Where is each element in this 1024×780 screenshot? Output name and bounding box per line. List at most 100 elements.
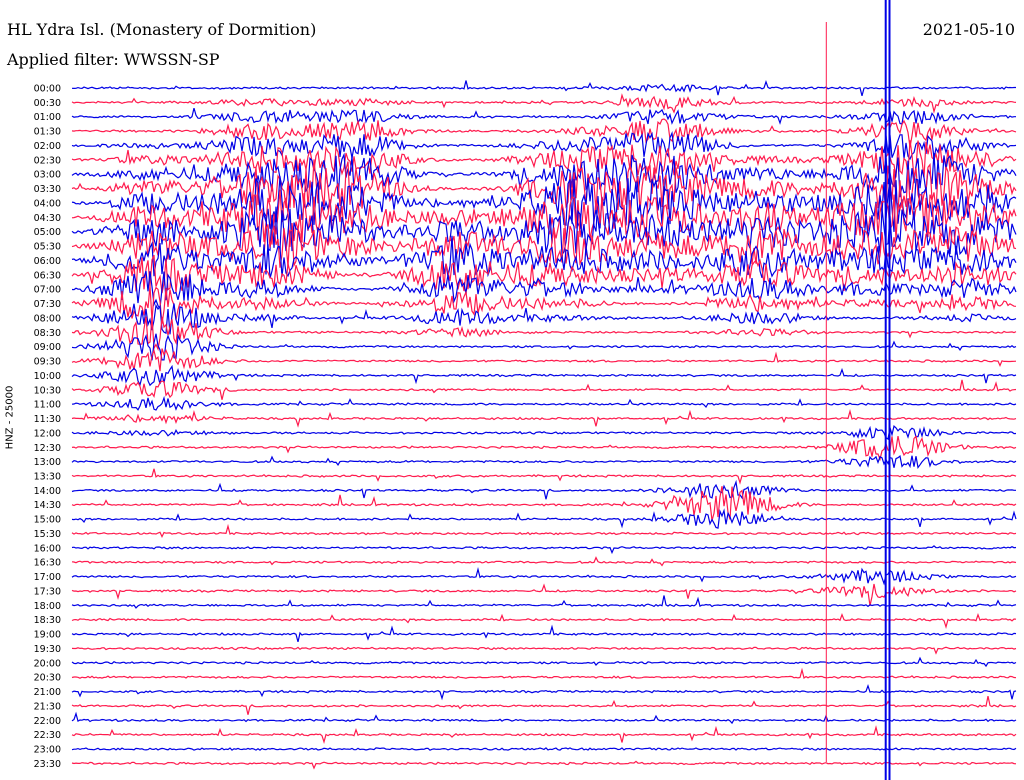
time-label-2100: 21:00 <box>34 687 61 698</box>
time-label-0630: 06:30 <box>34 270 61 281</box>
trace-1330 <box>71 468 1017 485</box>
trace-0630 <box>71 254 1017 294</box>
time-label-0300: 03:00 <box>34 170 61 181</box>
time-label-0030: 00:30 <box>34 98 61 109</box>
trace-group <box>71 79 1017 770</box>
time-label-0200: 02:00 <box>34 141 61 152</box>
time-label-1000: 10:00 <box>34 371 61 382</box>
trace-1200 <box>71 424 1017 440</box>
trace-1800 <box>71 595 1017 609</box>
time-label-1430: 14:30 <box>34 500 61 511</box>
trace-1900 <box>71 624 1017 643</box>
time-label-2330: 23:30 <box>34 759 61 770</box>
time-label-1730: 17:30 <box>34 586 61 597</box>
time-label-0100: 01:00 <box>34 112 61 123</box>
trace-1630 <box>71 556 1017 567</box>
trace-2100 <box>71 683 1017 701</box>
trace-0230 <box>71 140 1017 178</box>
time-label-1900: 19:00 <box>34 630 61 641</box>
time-label-0530: 05:30 <box>34 242 61 253</box>
time-label-2130: 21:30 <box>34 701 61 712</box>
trace-1400 <box>71 479 1016 500</box>
trace-0900 <box>71 333 1017 361</box>
time-label-0700: 07:00 <box>34 285 61 296</box>
time-label-0230: 02:30 <box>34 155 61 166</box>
time-label-2030: 20:30 <box>34 673 61 684</box>
trace-0130 <box>71 118 1017 148</box>
trace-2200 <box>71 711 1017 725</box>
trace-0100 <box>71 107 1016 125</box>
time-label-1600: 16:00 <box>34 543 61 554</box>
time-label-0430: 04:30 <box>34 213 61 224</box>
trace-2330 <box>71 760 1017 770</box>
trace-1000 <box>71 364 1017 387</box>
trace-0400 <box>71 176 1017 232</box>
time-label-1630: 16:30 <box>34 558 61 569</box>
time-label-1530: 15:30 <box>34 529 61 540</box>
trace-1700 <box>71 567 1017 586</box>
date-label: 2021-05-10 <box>922 20 1015 39</box>
trace-0430 <box>71 189 1017 247</box>
time-label-1930: 19:30 <box>34 644 61 655</box>
time-tick-group: 00:00 00:30 01:00 01:30 02:00 02:30 03:00 03:30… <box>34 84 61 770</box>
time-label-2000: 20:00 <box>34 658 61 669</box>
time-label-1300: 13:00 <box>34 457 61 468</box>
trace-1830 <box>71 613 1017 630</box>
trace-0830 <box>71 316 1017 352</box>
trace-0800 <box>71 303 1017 335</box>
time-label-1100: 11:00 <box>34 400 61 411</box>
trace-1530 <box>71 523 1017 538</box>
time-label-0500: 05:00 <box>34 227 61 238</box>
filter-label: Applied filter: WWSSN-SP <box>7 50 220 69</box>
trace-0500 <box>71 206 1017 257</box>
time-label-0900: 09:00 <box>34 342 61 353</box>
trace-0600 <box>71 235 1017 279</box>
trace-1600 <box>71 545 1017 555</box>
time-label-0830: 08:30 <box>34 328 61 339</box>
trace-1130 <box>71 409 1017 428</box>
trace-0030 <box>71 93 1017 114</box>
trace-1030 <box>71 379 1017 400</box>
time-label-2200: 22:00 <box>34 716 61 727</box>
trace-0730 <box>71 285 1017 324</box>
time-label-1200: 12:00 <box>34 428 61 439</box>
trace-0200 <box>71 131 1017 161</box>
time-label-1330: 13:30 <box>34 471 61 482</box>
trace-2130 <box>71 695 1017 715</box>
time-label-1700: 17:00 <box>34 572 61 583</box>
time-label-2300: 23:00 <box>34 745 61 756</box>
trace-1500 <box>71 508 1017 529</box>
trace-1230 <box>71 435 1017 462</box>
trace-0930 <box>71 348 1017 372</box>
trace-1300 <box>71 455 1017 469</box>
trace-1730 <box>71 583 1017 606</box>
time-label-0000: 00:00 <box>34 84 61 95</box>
time-label-0600: 06:00 <box>34 256 61 267</box>
trace-0300 <box>71 152 1017 199</box>
time-label-2230: 22:30 <box>34 730 61 741</box>
time-label-0730: 07:30 <box>34 299 61 310</box>
time-label-1030: 10:30 <box>34 385 61 396</box>
time-label-1230: 12:30 <box>34 443 61 454</box>
station-title: HL Ydra Isl. (Monastery of Dormition) <box>7 20 317 39</box>
time-label-1830: 18:30 <box>34 615 61 626</box>
time-label-1800: 18:00 <box>34 601 61 612</box>
trace-1930 <box>71 646 1017 655</box>
time-label-0930: 09:30 <box>34 357 61 368</box>
time-label-0130: 01:30 <box>34 127 61 138</box>
time-label-0800: 08:00 <box>34 313 61 324</box>
trace-0000 <box>71 79 1016 96</box>
trace-2030 <box>71 667 1017 679</box>
trace-2300 <box>71 747 1017 751</box>
time-label-1500: 15:00 <box>34 515 61 526</box>
time-label-0400: 04:00 <box>34 198 61 209</box>
time-label-1400: 14:00 <box>34 486 61 497</box>
time-label-1130: 11:30 <box>34 414 61 425</box>
trace-0700 <box>71 270 1017 310</box>
marker-group <box>825 0 891 780</box>
trace-1100 <box>71 395 1017 411</box>
trace-1430 <box>71 486 1017 521</box>
trace-2000 <box>71 656 1017 668</box>
trace-2230 <box>71 725 1017 745</box>
